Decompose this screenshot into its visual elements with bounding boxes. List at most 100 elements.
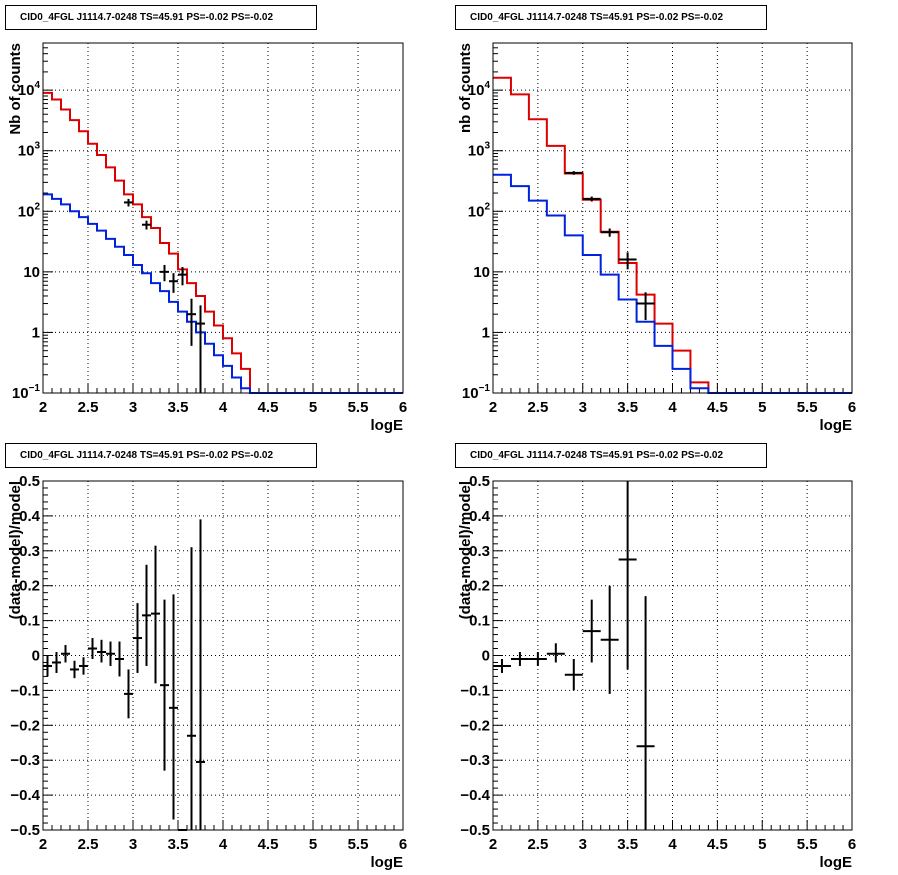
x-tick-label: 5.5 [797, 399, 818, 416]
y-tick-label: 104 [18, 80, 41, 99]
y-tick-label: −0.1 [10, 682, 40, 699]
x-tick-label: 4 [219, 399, 228, 416]
data-point [636, 292, 655, 321]
x-tick-label: 6 [399, 836, 407, 853]
x-tick-label: 5.5 [348, 399, 369, 416]
y-tick-label: −0.1 [460, 682, 490, 699]
x-axis-title: logE [820, 854, 853, 871]
data-point [187, 298, 196, 346]
x-tick-label: 4 [668, 399, 677, 416]
plot-frame [42, 42, 404, 394]
y-tick-label: 10−1 [12, 383, 41, 402]
residual-point [169, 594, 178, 820]
x-tick-label: 6 [848, 836, 856, 853]
y-tick-label: 0 [32, 648, 40, 665]
x-tick-label: 4.5 [707, 399, 728, 416]
residual-point [546, 643, 565, 663]
x-tick-label: 3 [129, 836, 137, 853]
residual-point [600, 585, 619, 694]
x-tick-label: 3 [579, 399, 587, 416]
data-point [618, 252, 637, 270]
residual-point [133, 603, 142, 673]
residual-point [160, 599, 169, 771]
x-tick-label: 2.5 [78, 836, 99, 853]
y-tick-label: 1 [32, 324, 40, 341]
residual-plot-left: 2 2.5 3 3.5 4 4.5 5 5.5 6 −0.5 −0.4 −0.3 −0.2 −0.1 0 0.… [7, 473, 407, 871]
grid [43, 481, 403, 830]
residual-point [115, 641, 124, 677]
data-point [178, 267, 187, 286]
residual-point [510, 652, 529, 666]
x-tick-label: 4.5 [707, 836, 728, 853]
residual-point [43, 655, 52, 677]
residual-point [618, 481, 637, 670]
x-tick-label: 3 [579, 836, 587, 853]
y-tick-label: 0.1 [469, 613, 490, 630]
panel-title: CID0_4FGL J1114.7-0248 TS=45.91 PS=-0.02… [455, 5, 767, 30]
x-tick-label: 2 [39, 399, 47, 416]
y-tick-label: 1 [482, 324, 490, 341]
x-tick-label: 3.5 [168, 836, 189, 853]
residual-point [124, 669, 133, 719]
plot-frame [42, 480, 404, 831]
data-point [124, 198, 133, 207]
y-tick-label: 0.4 [19, 508, 41, 525]
x-tick-label: 6 [399, 399, 407, 416]
y-tick-label: −0.4 [10, 787, 40, 804]
y-tick-label: −0.3 [10, 752, 40, 769]
y-tick-label: 104 [468, 80, 491, 99]
y-tick-label: 0.5 [19, 473, 40, 490]
y-tick-label: 0.1 [19, 613, 40, 630]
y-axis-title: (data-model)/model [457, 481, 474, 619]
y-tick-label: 0.3 [469, 543, 490, 560]
residual-point [636, 596, 655, 830]
y-tick-label: 102 [18, 201, 41, 220]
data-point [600, 228, 619, 237]
panel-title: CID0_4FGL J1114.7-0248 TS=45.91 PS=-0.02… [5, 5, 317, 30]
x-axis-title: logE [820, 417, 853, 434]
residual-plot-right: 2 2.5 3 3.5 4 4.5 5 5.5 6 −0.5 −0.4 −0.3 −0.2 −0.1 0 0.… [457, 473, 856, 871]
x-tick-label: 4 [668, 836, 677, 853]
x-tick-label: 5.5 [797, 836, 818, 853]
y-tick-label: 0.5 [469, 473, 490, 490]
y-tick-label: −0.5 [460, 822, 490, 839]
y-tick-label: −0.3 [460, 752, 490, 769]
residual-point [196, 519, 205, 830]
x-tick-label: 4.5 [258, 836, 279, 853]
y-axis-title: nb of counts [457, 43, 474, 133]
x-tick-label: 5.5 [348, 836, 369, 853]
residual-point [187, 547, 196, 830]
residual-point [564, 658, 583, 691]
x-tick-label: 2 [489, 399, 497, 416]
data-point [582, 196, 601, 202]
y-axis-title: Nb of counts [7, 43, 24, 135]
y-tick-label: 0.4 [469, 508, 491, 525]
y-tick-label: 103 [18, 141, 41, 160]
x-tick-label: 2.5 [527, 836, 548, 853]
residual-point [88, 638, 97, 659]
x-axis-title: logE [371, 417, 404, 434]
residual-point [528, 652, 547, 666]
counts-plot-left: 2 2.5 3 3.5 4 4.5 5 5.5 6 10−1 1 10 102 103 104 logE Nb … [7, 42, 407, 434]
residual-point [97, 639, 106, 663]
y-tick-label: −0.5 [10, 822, 40, 839]
residual-point [151, 545, 160, 684]
y-tick-label: 10−1 [462, 383, 491, 402]
x-tick-label: 3.5 [617, 399, 638, 416]
axis-ticks [492, 480, 853, 831]
y-tick-label: 10 [473, 264, 490, 281]
grid [493, 481, 852, 830]
counts-panel-right: 2 2.5 3 3.5 4 4.5 5 5.5 6 10−1 1 10 102 103 104 logE nb … [449, 0, 898, 437]
x-tick-label: 3.5 [617, 836, 638, 853]
x-tick-label: 5 [309, 836, 317, 853]
x-tick-label: 3.5 [168, 399, 189, 416]
y-tick-label: 0.2 [469, 578, 490, 595]
plot-frame [492, 42, 853, 394]
residual-point [79, 657, 88, 675]
x-tick-label: 2 [489, 836, 497, 853]
x-tick-label: 2 [39, 836, 47, 853]
y-tick-label: 0.2 [19, 578, 40, 595]
grid [43, 43, 403, 393]
y-tick-label: −0.4 [460, 787, 490, 804]
y-tick-label: 102 [468, 201, 491, 220]
